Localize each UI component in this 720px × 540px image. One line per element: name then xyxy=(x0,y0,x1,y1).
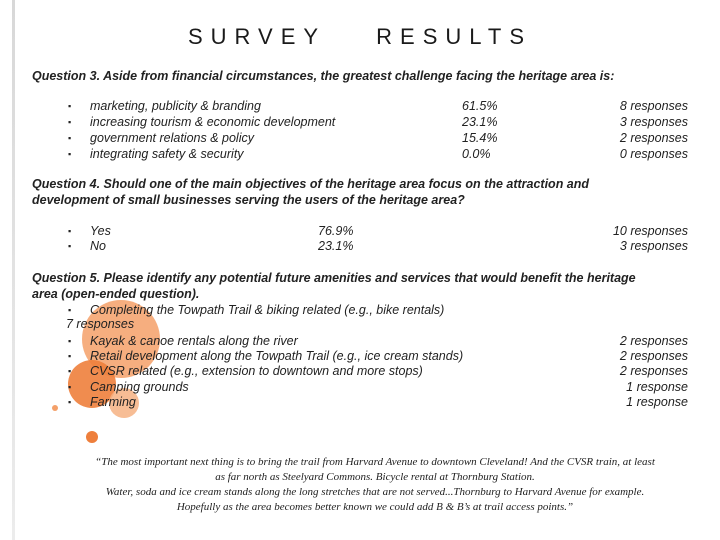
q4-item-row: ▪ Yes 76.9% 10 responses xyxy=(68,223,688,239)
left-border-line xyxy=(12,0,15,540)
quote-line-3: Water, soda and ice cream stands along t… xyxy=(105,486,645,498)
q5-item-row: ▪ Kayak & canoe rentals along the river … xyxy=(68,333,688,349)
q3-item-label: integrating safety & security xyxy=(90,147,244,161)
q3-item-label: increasing tourism & economic developmen… xyxy=(90,115,336,129)
q5-item-label: Completing the Towpath Trail & biking re… xyxy=(90,303,445,317)
q4-item-percent: 76.9% xyxy=(318,224,354,238)
bullet-icon: ▪ xyxy=(68,149,72,159)
q3-item-row: ▪ marketing, publicity & branding 61.5% … xyxy=(68,98,688,114)
q5-item-row: ▪ Retail development along the Towpath T… xyxy=(68,348,688,364)
decor-circle-small xyxy=(86,431,98,443)
q5-item-responses: 2 responses xyxy=(619,349,688,363)
question-4-heading: Question 4. Should one of the main objec… xyxy=(32,176,692,208)
title-word-survey: SURVEY xyxy=(187,24,327,49)
page-title: SURVEY RESULTS xyxy=(0,24,720,50)
decor-circle-medium xyxy=(68,360,116,408)
q5-item-label: Retail development along the Towpath Tra… xyxy=(90,349,464,363)
q5-item-row: ▪ Camping grounds 1 response xyxy=(68,379,688,395)
bullet-icon: ▪ xyxy=(68,241,72,251)
bullet-icon: ▪ xyxy=(68,101,72,111)
q3-item-row: ▪ government relations & policy 15.4% 2 … xyxy=(68,130,688,146)
question-5-line-1: Question 5. Please identify any potentia… xyxy=(32,271,636,285)
q4-item-percent: 23.1% xyxy=(318,239,354,253)
question-4-line-2: development of small businesses serving … xyxy=(32,193,465,207)
q5-item-label: Kayak & canoe rentals along the river xyxy=(90,334,298,348)
q3-item-label: government relations & policy xyxy=(90,131,254,145)
q5-item-row: ▪ Farming 1 response xyxy=(68,394,688,410)
respondent-quote: “The most important next thing is to bri… xyxy=(60,455,690,515)
q3-item-percent: 15.4% xyxy=(462,131,498,145)
q5-item-row: ▪ CVSR related (e.g., extension to downt… xyxy=(68,363,688,379)
title-word-results: RESULTS xyxy=(376,24,533,49)
q5-item-responses: 2 responses xyxy=(619,334,688,348)
q3-item-row: ▪ integrating safety & security 0.0% 0 r… xyxy=(68,146,688,162)
q5-first-item-responses: 7 responses xyxy=(66,317,135,331)
q4-item-label: No xyxy=(90,239,106,253)
q3-item-row: ▪ increasing tourism & economic developm… xyxy=(68,114,688,130)
q3-item-percent: 0.0% xyxy=(462,147,491,161)
q5-item-label: Farming xyxy=(90,395,136,409)
quote-line-2: as far north as Steelyard Commons. Bicyc… xyxy=(215,471,535,483)
bullet-icon: ▪ xyxy=(68,366,72,376)
q4-item-responses: 3 responses xyxy=(619,239,688,253)
q3-item-responses: 2 responses xyxy=(619,131,688,145)
q5-item-label: CVSR related (e.g., extension to downtow… xyxy=(90,364,423,378)
q5-item-row: ▪ Completing the Towpath Trail & biking … xyxy=(68,302,688,318)
decor-circle-tiny xyxy=(52,405,58,411)
quote-line-1: “The most important next thing is to bri… xyxy=(95,456,655,468)
question-3-heading: Question 3. Aside from financial circums… xyxy=(32,69,615,83)
bullet-icon: ▪ xyxy=(68,397,72,407)
bullet-icon: ▪ xyxy=(68,226,72,236)
q5-item-responses: 1 response xyxy=(626,380,688,394)
q3-item-responses: 3 responses xyxy=(619,115,688,129)
bullet-icon: ▪ xyxy=(68,336,72,346)
question-4-line-1: Question 4. Should one of the main objec… xyxy=(32,177,590,191)
q4-item-row: ▪ No 23.1% 3 responses xyxy=(68,238,688,254)
q3-item-label: marketing, publicity & branding xyxy=(90,99,261,113)
q4-item-responses: 10 responses xyxy=(612,224,688,238)
bullet-icon: ▪ xyxy=(68,117,72,127)
bullet-icon: ▪ xyxy=(68,133,72,143)
bullet-icon: ▪ xyxy=(68,305,72,315)
q3-item-responses: 0 responses xyxy=(619,147,688,161)
q3-item-percent: 61.5% xyxy=(462,99,498,113)
q5-item-responses: 2 responses xyxy=(619,364,688,378)
q5-item-label: Camping grounds xyxy=(90,380,189,394)
q3-item-responses: 8 responses xyxy=(619,99,688,113)
question-5-heading: Question 5. Please identify any potentia… xyxy=(32,270,692,302)
quote-line-4: Hopefully as the area becomes better kno… xyxy=(176,501,574,513)
q4-item-label: Yes xyxy=(90,224,111,238)
decor-circle-light xyxy=(109,388,139,418)
q3-item-percent: 23.1% xyxy=(462,115,498,129)
bullet-icon: ▪ xyxy=(68,382,72,392)
bullet-icon: ▪ xyxy=(68,351,72,361)
question-5-line-2: area (open-ended question). xyxy=(32,287,200,301)
q5-item-responses: 1 response xyxy=(626,395,688,409)
